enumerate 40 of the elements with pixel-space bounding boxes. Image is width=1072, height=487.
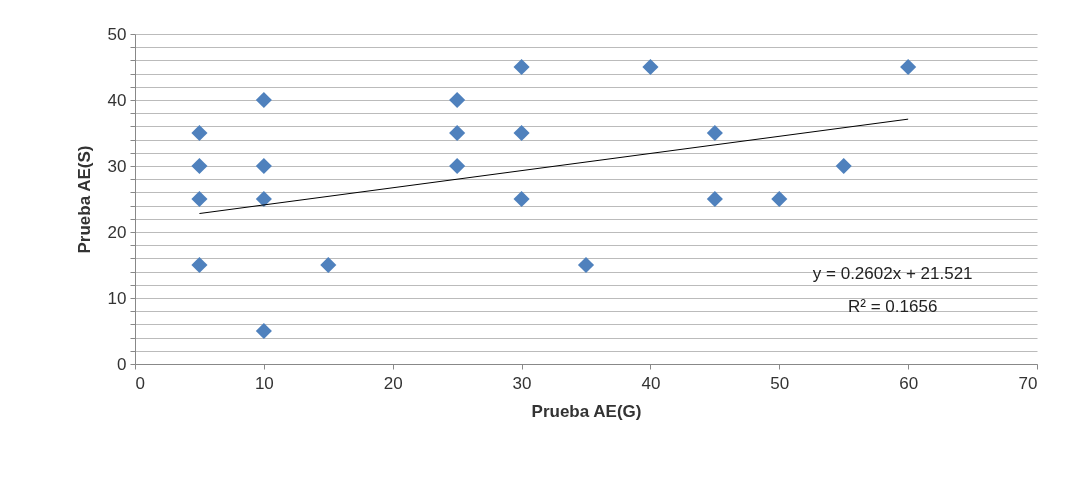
point — [320, 256, 337, 274]
point — [706, 190, 723, 208]
y-tick-label: 10 — [107, 288, 127, 308]
point — [706, 124, 723, 142]
point — [449, 157, 466, 175]
annotation: R² = 0.1656 — [848, 297, 938, 316]
x-tick-label: 40 — [641, 373, 661, 393]
x-tick-label: 10 — [254, 373, 274, 393]
y-tick-label: 40 — [107, 90, 127, 110]
x-tick-label: 30 — [512, 373, 532, 393]
point — [513, 124, 530, 142]
point — [255, 91, 272, 109]
x-tick-label: 0 — [135, 373, 145, 393]
point — [835, 157, 852, 175]
y-tick-label: 50 — [107, 24, 127, 44]
point — [513, 190, 530, 208]
annotation: y = 0.2602x + 21.521 — [812, 264, 973, 283]
x-axis-title: Prueba AE(G) — [531, 401, 642, 421]
point — [255, 157, 272, 175]
x-tick-label: 20 — [383, 373, 403, 393]
x-tick-label: 70 — [1018, 373, 1038, 393]
point — [255, 322, 272, 340]
point — [449, 91, 466, 109]
point — [642, 58, 659, 76]
point — [577, 256, 595, 274]
y-tick-label: 30 — [107, 156, 127, 176]
point — [191, 256, 208, 274]
point — [900, 58, 917, 76]
x-tick-label: 60 — [899, 373, 919, 393]
y-axis-title: Prueba AE(S) — [74, 145, 94, 254]
point — [449, 124, 466, 142]
point — [191, 124, 208, 142]
y-tick-label: 0 — [117, 354, 127, 374]
point — [255, 190, 272, 208]
y-tick-label: 20 — [107, 222, 127, 242]
point — [513, 58, 530, 76]
point — [191, 157, 208, 175]
point — [191, 190, 208, 208]
x-tick-label: 50 — [770, 373, 790, 393]
point — [771, 190, 788, 208]
